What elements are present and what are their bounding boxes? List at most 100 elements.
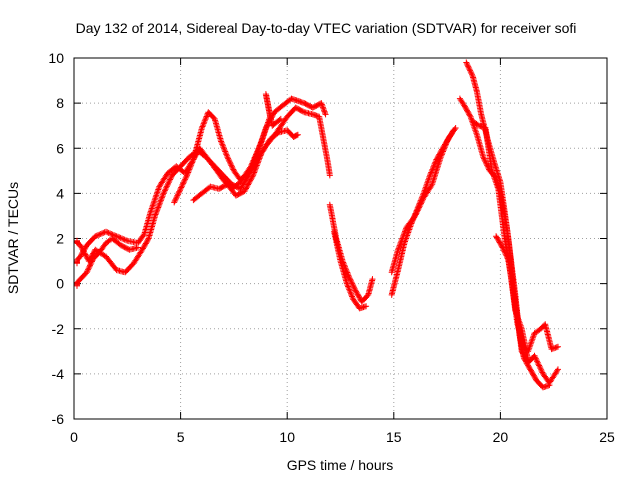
data-point-segment <box>429 155 444 188</box>
data-point-segment <box>169 164 183 179</box>
y-tick-label: -6 <box>52 411 65 427</box>
x-tick-label: 5 <box>177 429 185 445</box>
data-point-segment <box>96 241 109 255</box>
series-track-i <box>388 127 457 276</box>
data-point-segment <box>228 180 243 192</box>
data-point-segment <box>388 248 401 276</box>
y-tick-label: -4 <box>52 366 65 382</box>
series-track-g <box>331 228 370 312</box>
x-tick-label: 25 <box>599 429 615 445</box>
data-point-segment <box>139 236 151 253</box>
data-point <box>277 115 284 122</box>
data-point-segment <box>488 167 501 191</box>
data-point-segment <box>177 155 192 170</box>
data-point-segment <box>437 139 450 161</box>
data-point-segment <box>512 307 525 331</box>
data-point-segment <box>499 244 512 263</box>
data-point <box>322 111 329 118</box>
data-point-segment <box>152 191 166 219</box>
data-point-segment <box>469 118 481 128</box>
data-point-segment <box>427 158 439 179</box>
data-point-segment <box>122 261 136 276</box>
y-tick-label: 0 <box>56 276 64 292</box>
data-point-segment <box>493 233 505 250</box>
data-point-segment <box>205 156 219 173</box>
data-point-segment <box>456 95 467 107</box>
x-axis-label: GPS time / hours <box>287 457 394 473</box>
data-point-segment <box>74 277 83 289</box>
data-point <box>450 127 457 134</box>
data-point-segment <box>113 233 129 244</box>
data-point-segment <box>444 128 456 145</box>
data-point-segment <box>395 225 410 253</box>
data-point-segment <box>211 115 224 143</box>
data-point <box>134 244 141 251</box>
data-point <box>294 131 301 138</box>
data-point-segment <box>74 237 83 248</box>
data-point-segment <box>147 185 162 215</box>
data-point-segment <box>213 167 226 182</box>
y-tick-label: 2 <box>56 231 64 247</box>
y-tick-label: 6 <box>56 140 64 156</box>
data-point-segment <box>103 253 119 272</box>
data-point-segment <box>241 173 256 195</box>
data-point-segment <box>74 254 83 267</box>
data-point-segment <box>190 191 204 204</box>
chart-title: Day 132 of 2014, Sidereal Day-to-day VTE… <box>76 20 577 36</box>
data-point-segment <box>90 250 102 262</box>
data-point-segment <box>401 223 414 246</box>
data-points <box>74 59 561 391</box>
data-point-segment <box>365 277 376 298</box>
tick-labels: 0 5 10 15 20 25 -6 -4 -2 0 2 4 6 8 10 <box>48 50 615 445</box>
data-point-segment <box>130 248 145 267</box>
series-track-e <box>171 91 284 206</box>
data-point-segment <box>518 325 531 362</box>
data-point-segment <box>177 173 190 192</box>
data-point-segment <box>318 100 328 116</box>
data-point-segment <box>527 366 539 383</box>
data-point-segment <box>463 59 475 78</box>
data-point-segment <box>337 258 350 286</box>
x-tick-label: 20 <box>493 429 509 445</box>
data-point-segment <box>224 154 237 173</box>
data-point-segment <box>343 280 356 301</box>
data-point-segment <box>269 116 283 129</box>
data-point <box>326 172 333 179</box>
data-point-segment <box>262 91 275 128</box>
data-point-segment <box>171 187 183 206</box>
plot-frame <box>73 57 608 420</box>
data-point-segment <box>461 102 473 119</box>
data-point-segment <box>531 326 543 337</box>
data-point-segment <box>248 139 264 170</box>
data-point-segment <box>271 103 285 116</box>
data-point-segment <box>267 130 281 143</box>
data-point-segment <box>533 377 545 390</box>
y-tick-label: 8 <box>56 95 64 111</box>
data-point-segment <box>258 137 273 156</box>
data-point-segment <box>237 164 254 186</box>
data-point-segment <box>196 145 211 162</box>
data-point <box>363 303 370 310</box>
y-tick-label: -2 <box>52 321 65 337</box>
x-tick-label: 10 <box>279 429 295 445</box>
y-tick-label: 4 <box>56 185 64 201</box>
data-point-segment <box>482 124 495 173</box>
data-point-segment <box>237 173 251 192</box>
data-point-segment <box>395 241 408 274</box>
data-point-segment <box>403 214 418 231</box>
data-point-segment <box>473 131 486 159</box>
data-point-segment <box>83 257 96 276</box>
data-point-segment <box>184 158 196 179</box>
data-point <box>546 382 553 389</box>
data-point-segment <box>141 209 154 237</box>
data-point-segment <box>145 214 158 242</box>
series-track-c <box>74 235 141 289</box>
data-point-segment <box>542 321 555 351</box>
data-point-segment <box>320 136 331 164</box>
data-point-segment <box>531 352 546 376</box>
data-point-segment <box>388 268 401 298</box>
data-point-segment <box>250 151 265 179</box>
data-point-segment <box>420 182 435 201</box>
data-point-segment <box>412 196 426 219</box>
